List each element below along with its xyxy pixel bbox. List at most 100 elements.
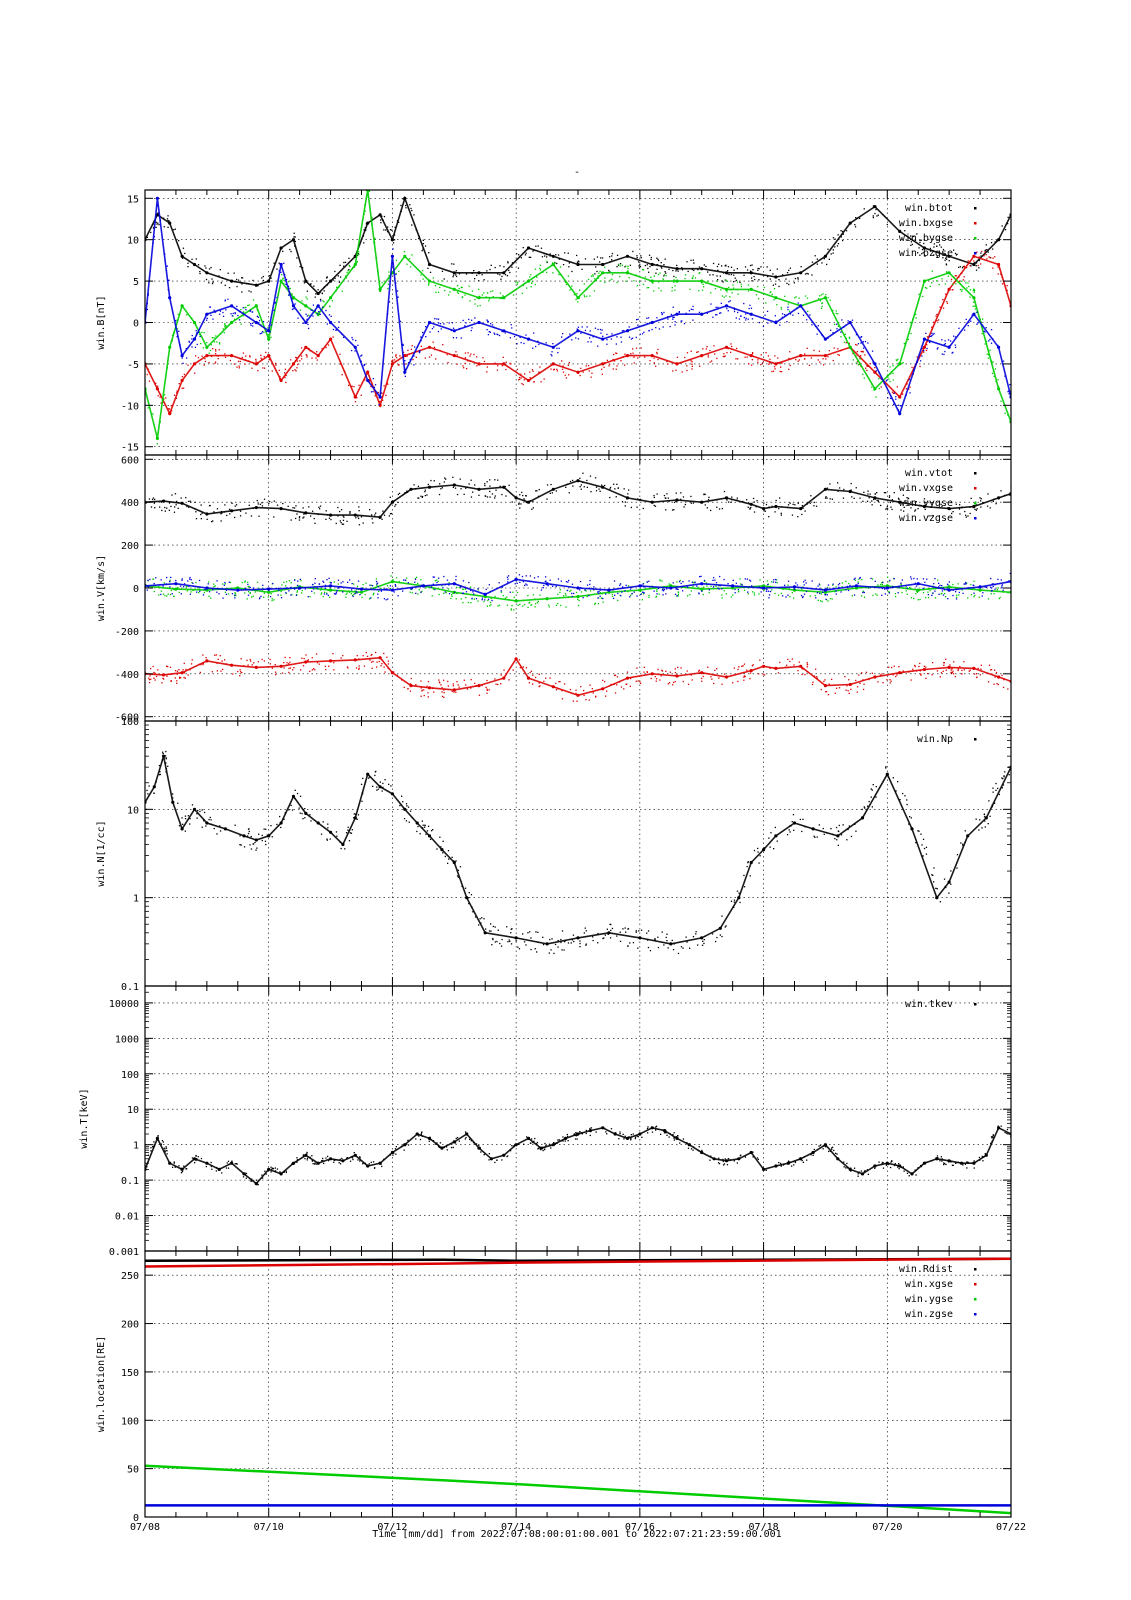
scatter-dot [187,815,189,817]
scatter-dot [931,662,934,664]
scatter-dot [647,267,649,270]
scatter-dot [961,280,963,282]
scatter-dot [395,357,398,359]
scatter-dot [768,594,771,596]
scatter-dot [869,493,871,495]
scatter-dot [426,685,428,687]
scatter-dot [321,292,323,294]
scatter-dot [743,302,745,305]
scatter-dot [198,663,200,665]
scatter-dot [993,375,995,378]
scatter-dot [363,364,365,367]
scatter-dot [393,500,395,502]
scatter-dot [861,579,863,581]
scatter-dot [789,267,791,269]
scatter-dot [286,664,288,666]
scatter-dot [780,592,783,594]
scatter-dot [241,277,244,279]
scatter-dot [317,513,319,516]
scatter-dot [387,226,389,228]
scatter-dot [924,255,926,257]
scatter-dot [766,266,768,268]
scatter-dot [668,682,671,684]
scatter-dot [966,582,968,584]
scatter-dot [816,836,818,838]
scatter-dot [522,383,524,386]
scatter-dot [589,684,591,686]
scatter-dot [747,506,749,508]
scatter-dot [581,326,583,328]
scatter-dot [887,776,890,779]
scatter-dot [168,408,171,410]
scatter-dot [195,581,197,584]
scatter-dot [348,269,350,271]
scatter-dot [758,298,760,300]
scatter-dot [1004,494,1006,497]
scatter-dot [581,268,583,270]
scatter-dot [809,595,811,597]
scatter-dot [780,366,782,368]
scatter-dot [940,672,943,674]
scatter-dot [647,939,649,941]
scatter-dot [872,784,874,786]
scatter-dot [326,284,329,286]
data-point [180,501,184,505]
scatter-dot [965,318,967,321]
scatter-dot [767,355,770,357]
scatter-dot [597,932,599,935]
scatter-dot [240,844,242,846]
scatter-dot [753,511,756,513]
scatter-dot [919,662,921,665]
scatter-dot [234,516,236,519]
scatter-dot [458,273,461,275]
scatter-dot [509,362,511,364]
scatter-dot [184,252,186,255]
scatter-dot [703,942,705,945]
scatter-dot [934,597,937,599]
scatter-dot [633,362,635,364]
data-point [316,354,320,358]
scatter-dot [604,277,606,279]
data-point [427,320,432,325]
scatter-dot [816,676,818,678]
scatter-dot [455,598,457,600]
scatter-dot [806,272,808,275]
scatter-dot [644,276,646,278]
scatter-dot [773,299,775,301]
scatter-dot [211,337,213,339]
scatter-dot [954,346,957,349]
scatter-dot [614,674,617,676]
scatter-dot [698,272,700,275]
scatter-dot [417,497,419,499]
scatter-dot [191,338,193,340]
scatter-dot [192,582,194,584]
scatter-dot [169,580,171,583]
scatter-dot [432,687,434,689]
scatter-dot [791,514,794,516]
scatter-dot [293,667,295,669]
scatter-dot [698,266,701,268]
scatter-dot [973,289,975,291]
scatter-dot [443,481,445,483]
scatter-dot [697,351,699,353]
scatter-dot [585,930,587,932]
scatter-dot [335,329,338,331]
scatter-dot [470,586,472,588]
scatter-dot [660,675,662,677]
scatter-dot [568,374,570,376]
scatter-dot [910,235,912,237]
scatter-dot [242,307,244,309]
scatter-dot [726,291,728,293]
scatter-dot [916,361,918,363]
scatter-dot [165,750,167,753]
scatter-dot [887,576,889,578]
scatter-dot [768,363,770,365]
scatter-dot [239,675,241,677]
scatter-dot [770,832,772,834]
scatter-dot [328,517,331,519]
scatter-dot [620,595,622,597]
scatter-dot [337,515,339,517]
scatter-dot [798,666,800,668]
scatter-dot [1000,400,1002,402]
scatter-dot [841,582,844,584]
